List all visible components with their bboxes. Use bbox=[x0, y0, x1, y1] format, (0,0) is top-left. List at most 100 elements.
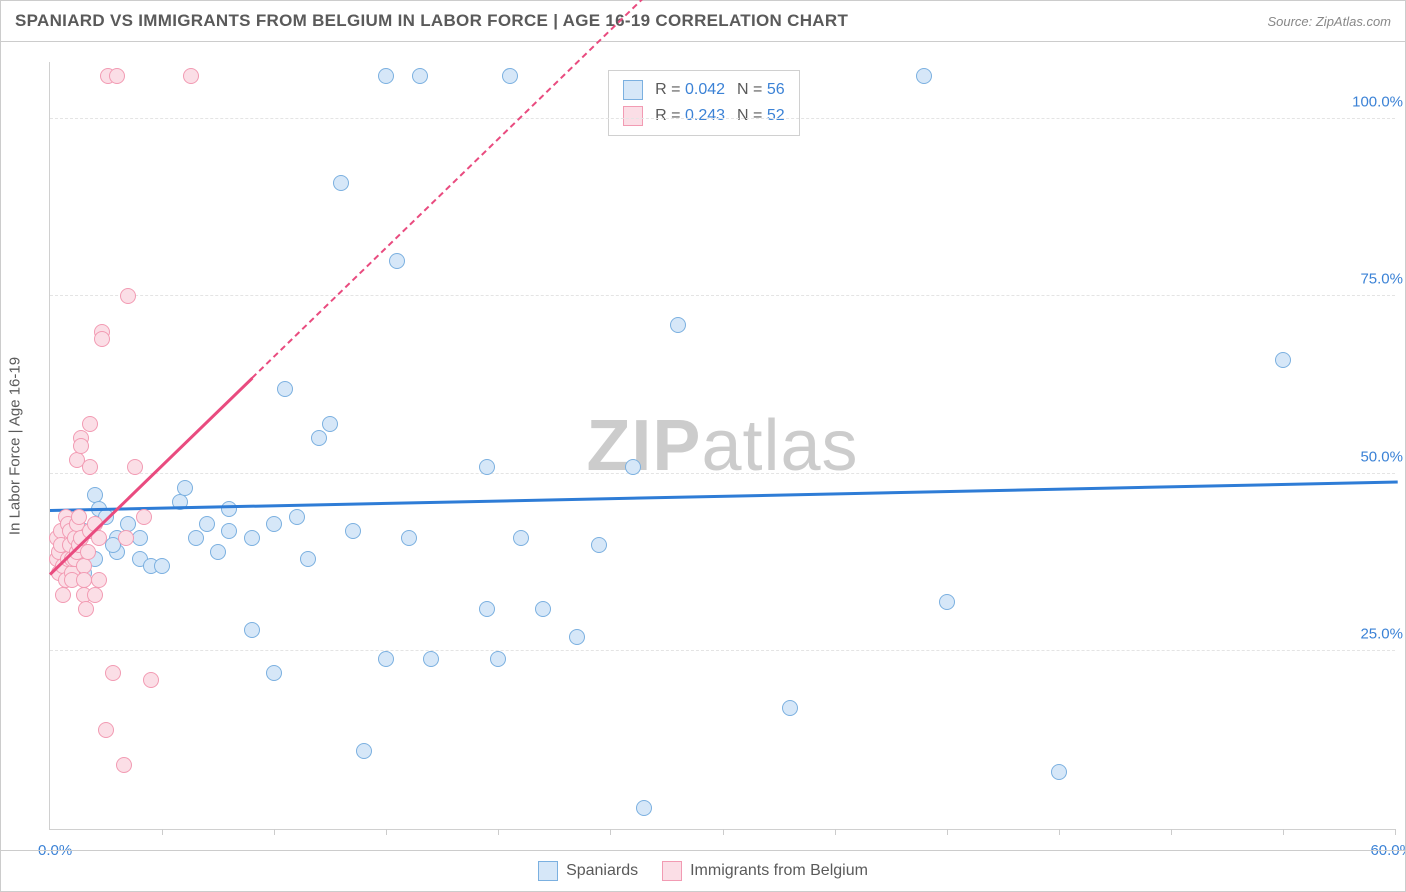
chart-frame: In Labor Force | Age 16-19 ZIPatlas 0.0%… bbox=[0, 42, 1406, 850]
scatter-point bbox=[490, 651, 506, 667]
legend-label: Immigrants from Belgium bbox=[690, 862, 868, 880]
gridline bbox=[50, 650, 1395, 651]
scatter-point bbox=[333, 175, 349, 191]
watermark: ZIPatlas bbox=[586, 405, 858, 487]
scatter-point bbox=[266, 516, 282, 532]
scatter-point bbox=[356, 743, 372, 759]
scatter-point bbox=[401, 530, 417, 546]
n-label: N = 56 bbox=[737, 81, 785, 99]
scatter-point bbox=[412, 68, 428, 84]
scatter-point bbox=[221, 523, 237, 539]
scatter-point bbox=[916, 68, 932, 84]
scatter-point bbox=[479, 601, 495, 617]
trend-line bbox=[251, 0, 1398, 379]
scatter-point bbox=[71, 509, 87, 525]
legend-swatch bbox=[538, 861, 558, 881]
scatter-point bbox=[1051, 764, 1067, 780]
legend-item: Spaniards bbox=[538, 861, 638, 881]
scatter-point bbox=[625, 459, 641, 475]
trend-line bbox=[50, 481, 1398, 512]
stats-row: R = 0.243 N = 52 bbox=[623, 103, 784, 129]
scatter-point bbox=[73, 438, 89, 454]
legend-swatch bbox=[623, 106, 643, 126]
stats-row: R = 0.042N = 56 bbox=[623, 77, 784, 103]
scatter-point bbox=[55, 587, 71, 603]
scatter-point bbox=[244, 530, 260, 546]
scatter-point bbox=[378, 68, 394, 84]
scatter-point bbox=[782, 700, 798, 716]
y-tick-label: 100.0% bbox=[1344, 93, 1403, 110]
scatter-point bbox=[118, 530, 134, 546]
y-axis-label: In Labor Force | Age 16-19 bbox=[7, 357, 24, 535]
x-tick bbox=[386, 829, 387, 835]
scatter-point bbox=[535, 601, 551, 617]
chart-title: SPANIARD VS IMMIGRANTS FROM BELGIUM IN L… bbox=[15, 11, 848, 31]
scatter-point bbox=[98, 722, 114, 738]
scatter-point bbox=[423, 651, 439, 667]
scatter-point bbox=[513, 530, 529, 546]
scatter-point bbox=[389, 253, 405, 269]
scatter-point bbox=[109, 68, 125, 84]
x-tick bbox=[1171, 829, 1172, 835]
scatter-point bbox=[80, 544, 96, 560]
gridline bbox=[50, 118, 1395, 119]
scatter-point bbox=[105, 665, 121, 681]
scatter-point bbox=[199, 516, 215, 532]
scatter-point bbox=[939, 594, 955, 610]
scatter-point bbox=[76, 572, 92, 588]
n-label: N = 52 bbox=[737, 107, 785, 125]
scatter-point bbox=[345, 523, 361, 539]
scatter-point bbox=[94, 331, 110, 347]
scatter-point bbox=[127, 459, 143, 475]
legend-label: Spaniards bbox=[566, 862, 638, 880]
stats-legend: R = 0.042N = 56 R = 0.243 N = 52 bbox=[608, 70, 799, 136]
scatter-point bbox=[87, 587, 103, 603]
y-tick-label: 25.0% bbox=[1352, 626, 1403, 643]
scatter-point bbox=[82, 416, 98, 432]
scatter-point bbox=[670, 317, 686, 333]
y-tick-label: 75.0% bbox=[1352, 271, 1403, 288]
x-tick bbox=[162, 829, 163, 835]
scatter-point bbox=[82, 459, 98, 475]
r-label: R = 0.243 bbox=[655, 107, 725, 125]
scatter-point bbox=[120, 288, 136, 304]
x-tick bbox=[610, 829, 611, 835]
scatter-point bbox=[177, 480, 193, 496]
x-tick bbox=[1059, 829, 1060, 835]
scatter-point bbox=[277, 381, 293, 397]
scatter-point bbox=[479, 459, 495, 475]
legend-swatch bbox=[623, 80, 643, 100]
scatter-point bbox=[322, 416, 338, 432]
scatter-point bbox=[311, 430, 327, 446]
scatter-point bbox=[78, 601, 94, 617]
x-tick bbox=[1283, 829, 1284, 835]
scatter-point bbox=[569, 629, 585, 645]
scatter-point bbox=[183, 68, 199, 84]
scatter-point bbox=[188, 530, 204, 546]
x-tick bbox=[274, 829, 275, 835]
scatter-point bbox=[244, 622, 260, 638]
x-tick bbox=[1395, 829, 1396, 835]
scatter-point bbox=[636, 800, 652, 816]
legend-item: Immigrants from Belgium bbox=[662, 861, 868, 881]
gridline bbox=[50, 295, 1395, 296]
scatter-point bbox=[143, 672, 159, 688]
scatter-point bbox=[378, 651, 394, 667]
scatter-point bbox=[300, 551, 316, 567]
legend-swatch bbox=[662, 861, 682, 881]
scatter-point bbox=[266, 665, 282, 681]
plot-area: ZIPatlas 0.0% 60.0% R = 0.042N = 56R = 0… bbox=[49, 62, 1395, 830]
scatter-point bbox=[91, 572, 107, 588]
scatter-point bbox=[154, 558, 170, 574]
scatter-point bbox=[210, 544, 226, 560]
chart-source: Source: ZipAtlas.com bbox=[1267, 14, 1391, 29]
x-tick bbox=[723, 829, 724, 835]
scatter-point bbox=[1275, 352, 1291, 368]
y-tick-label: 50.0% bbox=[1352, 448, 1403, 465]
scatter-point bbox=[591, 537, 607, 553]
chart-header: SPANIARD VS IMMIGRANTS FROM BELGIUM IN L… bbox=[0, 0, 1406, 42]
chart-footer-legend: Spaniards Immigrants from Belgium bbox=[0, 850, 1406, 892]
gridline bbox=[50, 473, 1395, 474]
scatter-point bbox=[116, 757, 132, 773]
scatter-point bbox=[136, 509, 152, 525]
